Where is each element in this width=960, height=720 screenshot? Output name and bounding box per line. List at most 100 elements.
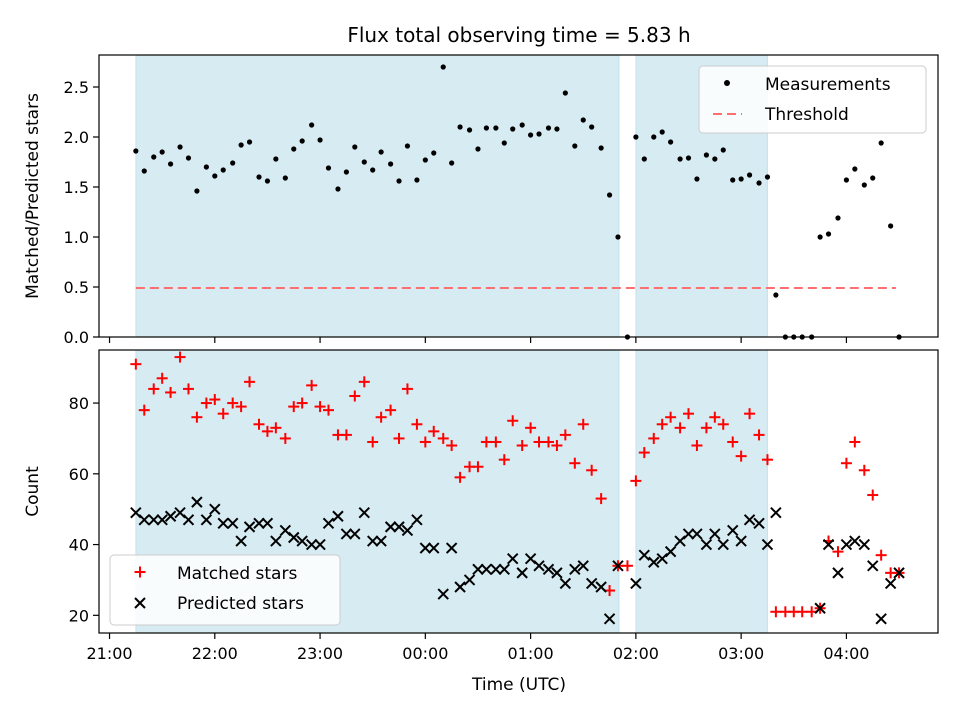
matched-star-point bbox=[270, 422, 282, 434]
x-stroke bbox=[322, 517, 335, 530]
measurement-point bbox=[589, 124, 595, 130]
x-stroke bbox=[770, 507, 782, 519]
predicted-star-point bbox=[182, 514, 195, 526]
matched-star-point bbox=[770, 606, 782, 618]
measurement-point bbox=[843, 177, 850, 183]
x-axis-ticks: 21:00 22:00 23:00 00:00 01:00 02:00 03:00 04:00 bbox=[86, 633, 869, 663]
observing-window-band bbox=[635, 349, 768, 634]
matched-star-point bbox=[367, 436, 379, 448]
measurement-point bbox=[159, 149, 165, 155]
x-tick-label: 00:00 bbox=[402, 644, 448, 663]
legend-plus-glyph bbox=[134, 566, 146, 578]
predicted-star-point bbox=[375, 535, 387, 547]
measurement-point bbox=[361, 159, 367, 165]
predicted-star-point bbox=[585, 577, 598, 590]
predicted-star-point bbox=[700, 538, 713, 551]
measurement-point bbox=[282, 175, 288, 181]
x-stroke bbox=[148, 514, 160, 526]
predicted-star-point bbox=[270, 535, 282, 547]
matched-star-point bbox=[595, 493, 607, 505]
x-axis-ticks bbox=[108, 337, 848, 343]
matched-star-points bbox=[130, 351, 905, 618]
measurement-point bbox=[256, 174, 262, 180]
measurement-point bbox=[212, 173, 218, 179]
measurement-point bbox=[133, 148, 139, 154]
x-stroke bbox=[507, 553, 519, 565]
predicted-star-point bbox=[542, 563, 555, 576]
matched-star-point bbox=[832, 546, 844, 558]
matched-star-point bbox=[165, 386, 177, 398]
matched-star-point bbox=[227, 397, 239, 409]
x-stroke bbox=[709, 528, 721, 540]
measurement-point bbox=[335, 186, 341, 192]
x-stroke bbox=[542, 563, 555, 576]
predicted-star-point bbox=[314, 538, 326, 551]
x-stroke bbox=[261, 517, 274, 530]
legend-predicted-label: Predicted stars bbox=[177, 594, 304, 614]
matched-star-point bbox=[490, 436, 502, 448]
y-tick-label: 80 bbox=[69, 394, 89, 413]
x-stroke bbox=[761, 538, 774, 551]
measurement-points bbox=[133, 64, 902, 340]
measurement-point bbox=[404, 143, 411, 149]
predicted-star-point bbox=[858, 538, 871, 551]
predicted-star-point bbox=[691, 528, 703, 540]
predicted-star-point bbox=[366, 535, 379, 547]
measurement-point bbox=[273, 156, 279, 162]
x-stroke bbox=[595, 581, 607, 593]
predicted-star-point bbox=[884, 577, 897, 590]
x-stroke bbox=[858, 538, 871, 551]
matched-star-point bbox=[182, 383, 194, 395]
matched-star-point bbox=[385, 404, 397, 416]
measurement-point bbox=[562, 90, 568, 96]
x-stroke bbox=[630, 577, 642, 590]
matched-star-point bbox=[306, 379, 318, 391]
measurement-point bbox=[878, 140, 884, 146]
legend-matched-label: Matched stars bbox=[177, 564, 297, 584]
matched-star-point bbox=[840, 457, 852, 469]
chart-title: Flux total observing time = 5.83 h bbox=[347, 23, 690, 47]
matched-star-point bbox=[322, 404, 334, 416]
matched-star-point bbox=[498, 454, 510, 466]
x-stroke bbox=[200, 514, 213, 526]
matched-star-point bbox=[691, 440, 703, 452]
x-stroke bbox=[366, 535, 379, 547]
measurement-point bbox=[703, 152, 710, 158]
predicted-star-point bbox=[727, 524, 739, 537]
measurement-point bbox=[449, 160, 455, 166]
measurement-point bbox=[756, 180, 762, 186]
measurement-point bbox=[387, 161, 394, 167]
measurement-point bbox=[151, 154, 157, 160]
measurement-point bbox=[317, 137, 323, 143]
measurement-point bbox=[466, 127, 473, 133]
matched-star-point bbox=[217, 408, 229, 420]
x-tick-label: 01:00 bbox=[508, 644, 554, 663]
x-stroke bbox=[875, 613, 887, 625]
matched-star-point bbox=[551, 440, 563, 452]
x-stroke bbox=[226, 517, 239, 530]
matched-star-point bbox=[288, 401, 300, 413]
predicted-star-point bbox=[332, 510, 344, 522]
x-stroke bbox=[480, 563, 493, 576]
matched-star-point bbox=[261, 425, 273, 437]
measurement-point bbox=[536, 131, 542, 137]
matched-star-point bbox=[796, 606, 808, 618]
predicted-star-point bbox=[472, 563, 484, 576]
predicted-star-points bbox=[130, 496, 905, 625]
matched-star-point bbox=[314, 401, 326, 413]
measurement-point bbox=[572, 143, 578, 149]
predicted-star-point bbox=[533, 560, 545, 572]
top-legend: Measurements Threshold bbox=[698, 65, 927, 134]
measurement-point bbox=[888, 223, 894, 229]
bottom-panel-frame bbox=[98, 349, 939, 634]
bottom-panel: 20 40 60 80 21:00 22:00 23:00 00:00 01:00 02:00 0… bbox=[23, 349, 939, 695]
matched-star-point bbox=[753, 429, 765, 441]
legend-predicted-marker bbox=[134, 597, 146, 609]
matched-star-point bbox=[559, 429, 571, 441]
predicted-star-point bbox=[480, 563, 493, 576]
x-stroke bbox=[156, 514, 168, 526]
predicted-star-point bbox=[498, 563, 510, 576]
matched-star-point bbox=[709, 411, 721, 423]
matched-star-point bbox=[393, 432, 405, 444]
x-stroke bbox=[735, 535, 747, 547]
